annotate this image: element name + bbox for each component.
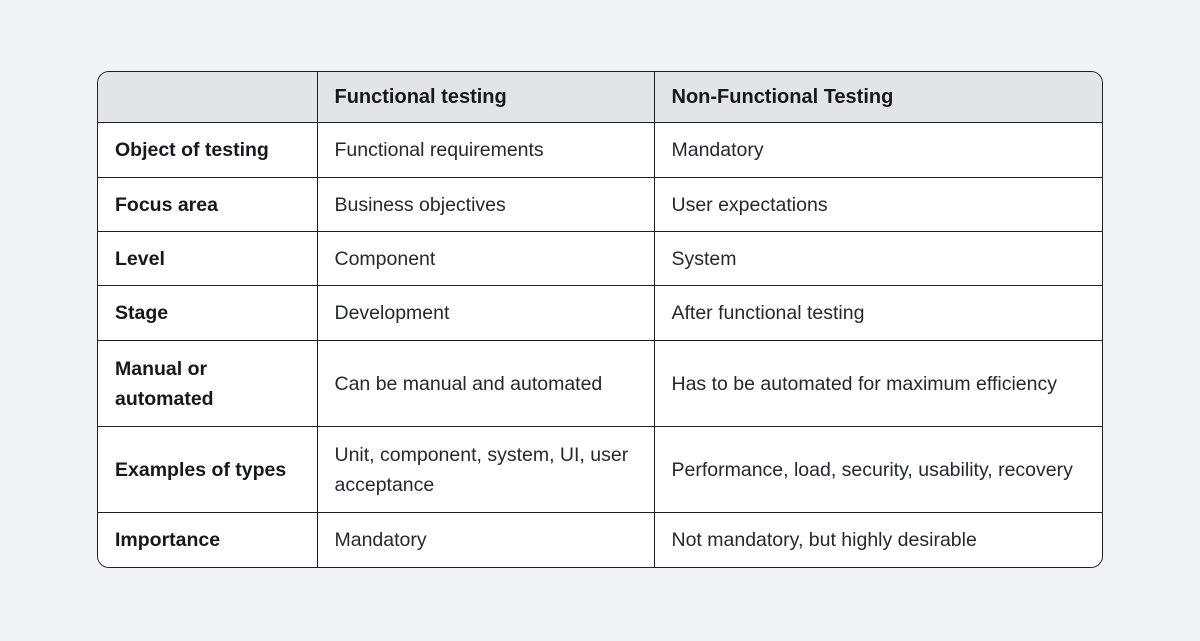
functional-cell: Unit, component, system, UI, user accept…: [316, 426, 654, 513]
table-row-focus-area: Focus area Business objectives User expe…: [98, 177, 1102, 232]
non-functional-cell: Not mandatory, but highly desirable: [653, 512, 1102, 567]
column-header-functional: Functional testing: [316, 72, 654, 123]
functional-cell: Mandatory: [316, 512, 654, 567]
non-functional-cell: Performance, load, security, usability, …: [653, 426, 1102, 513]
row-label: Importance: [98, 512, 317, 567]
comparison-table-card: Functional testing Non-Functional Testin…: [97, 71, 1103, 568]
table-row-importance: Importance Mandatory Not mandatory, but …: [98, 512, 1102, 567]
non-functional-cell: User expectations: [653, 177, 1102, 232]
row-label: Manual or automated: [98, 340, 317, 427]
non-functional-cell: After functional testing: [653, 285, 1102, 341]
column-header-non-functional: Non-Functional Testing: [653, 72, 1102, 123]
table-row-examples-of-types: Examples of types Unit, component, syste…: [98, 426, 1102, 513]
comparison-table: Functional testing Non-Functional Testin…: [98, 72, 1102, 567]
functional-cell: Business objectives: [316, 177, 654, 232]
functional-cell: Component: [316, 231, 654, 286]
row-label: Level: [98, 231, 317, 286]
non-functional-cell: System: [653, 231, 1102, 286]
table-row-stage: Stage Development After functional testi…: [98, 285, 1102, 341]
functional-cell: Development: [316, 285, 654, 341]
non-functional-cell: Mandatory: [653, 122, 1102, 178]
table-row-manual-or-automated: Manual or automated Can be manual and au…: [98, 340, 1102, 427]
non-functional-cell: Has to be automated for maximum efficien…: [653, 340, 1102, 427]
functional-cell: Functional requirements: [316, 122, 654, 178]
header-row: Functional testing Non-Functional Testin…: [98, 72, 1102, 123]
row-label: Focus area: [98, 177, 317, 232]
row-label: Examples of types: [98, 426, 317, 513]
row-label: Object of testing: [98, 122, 317, 178]
table-row-level: Level Component System: [98, 231, 1102, 286]
table-row-object-of-testing: Object of testing Functional requirement…: [98, 122, 1102, 178]
empty-corner-cell: [98, 72, 317, 123]
row-label: Stage: [98, 285, 317, 341]
functional-cell: Can be manual and automated: [316, 340, 654, 427]
